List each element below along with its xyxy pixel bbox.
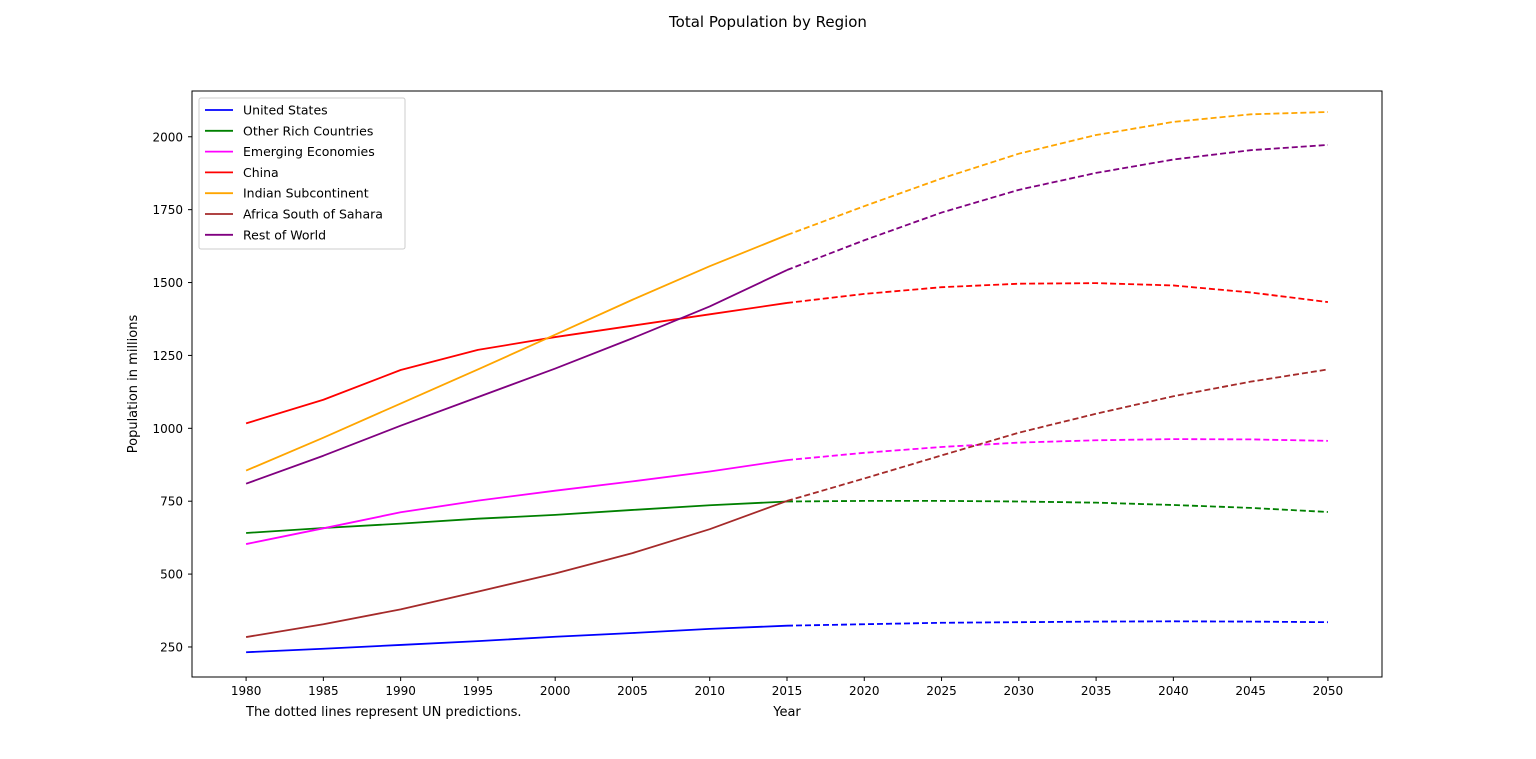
x-tick-label: 2035 [1081, 684, 1112, 698]
series-line-indian-subcontinent-predicted [786, 111, 1328, 236]
legend-label-emerging-economies: Emerging Economies [243, 144, 375, 159]
series-line-other-rich-countries-observed [246, 500, 788, 534]
x-tick-label: 2000 [540, 684, 571, 698]
series-line-emerging-economies-predicted [786, 438, 1328, 461]
plot-frame [191, 90, 1383, 678]
series-line-rest-of-world-observed [245, 269, 788, 485]
x-tick-label: 2025 [926, 684, 957, 698]
series-line-other-rich-countries-predicted [786, 500, 1328, 513]
x-tick-label: 2050 [1313, 684, 1344, 698]
x-tick-label: 2040 [1158, 684, 1189, 698]
legend-label-china: China [243, 165, 279, 180]
legend-label-other-rich-countries: Other Rich Countries [243, 123, 373, 138]
prediction-note: The dotted lines represent UN prediction… [245, 705, 522, 720]
series-line-united-states-predicted [786, 620, 1328, 627]
x-tick-label: 1985 [308, 684, 339, 698]
x-tick-label: 1990 [385, 684, 416, 698]
legend-label-rest-of-world: Rest of World [243, 227, 326, 242]
x-tick-label: 1980 [231, 684, 262, 698]
chart-title: Total Population by Region [668, 13, 867, 31]
legend: United States Other Rich Countries Emergin… [198, 97, 406, 250]
x-tick-label: 2015 [772, 684, 803, 698]
y-tick-label: 250 [160, 640, 183, 654]
legend-label-indian-subcontinent: Indian Subcontinent [243, 186, 369, 201]
y-tick-label: 500 [160, 568, 183, 582]
y-tick-label: 750 [160, 495, 183, 509]
x-tick-label: 2020 [849, 684, 880, 698]
y-tick-label: 2000 [152, 130, 183, 144]
axes-layer: 1980 1985 1990 1995 2000 2005 2010 2015 2020 2025… [152, 130, 1343, 698]
x-tick-label: 2010 [694, 684, 725, 698]
series-line-rest-of-world-predicted [786, 144, 1328, 271]
y-tick-label: 1000 [152, 422, 183, 436]
y-tick-label: 1500 [152, 276, 183, 290]
series-line-china-observed [245, 302, 788, 425]
series-line-africa-south-of-sahara-predicted [786, 368, 1329, 502]
series-line-indian-subcontinent-observed [245, 234, 788, 472]
y-tick-label: 1250 [152, 349, 183, 363]
x-axis-label: Year [772, 705, 801, 720]
x-tick-label: 1995 [463, 684, 494, 698]
legend-label-united-states: United States [243, 103, 328, 118]
series-line-africa-south-of-sahara-observed [245, 500, 788, 638]
x-tick-label: 2030 [1004, 684, 1035, 698]
series-line-china-predicted [786, 282, 1329, 304]
legend-label-africa-south-of-sahara: Africa South of Sahara [243, 207, 383, 222]
series-line-united-states-observed [246, 624, 788, 654]
y-tick-label: 1750 [152, 203, 183, 217]
legend-box [198, 97, 406, 250]
series-layer [245, 111, 1329, 654]
x-tick-label: 2045 [1235, 684, 1266, 698]
y-axis-label: Population in millions [126, 315, 141, 454]
series-line-emerging-economies-observed [245, 459, 788, 545]
x-tick-label: 2005 [617, 684, 648, 698]
